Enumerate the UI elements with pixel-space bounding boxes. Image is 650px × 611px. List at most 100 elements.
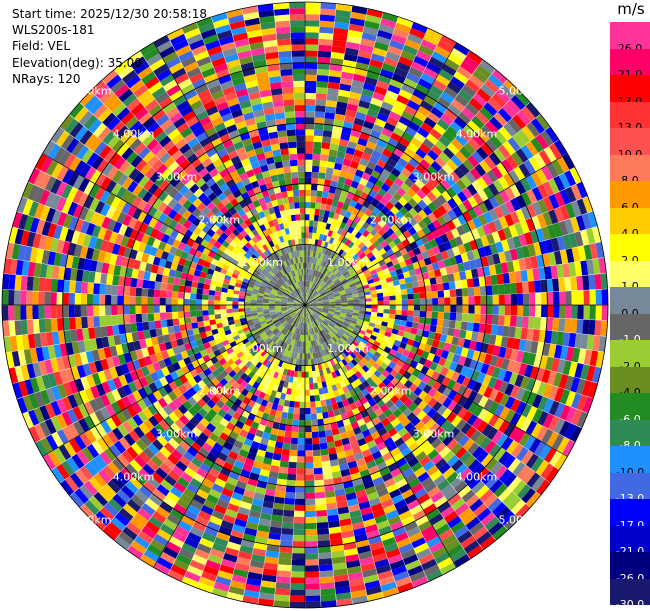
velocity-gate [87,305,93,316]
velocity-gate [315,480,325,487]
velocity-gate [522,282,529,294]
velocity-gate [491,325,498,335]
velocity-gate [468,296,474,305]
velocity-gate [313,227,318,234]
velocity-gate [305,135,314,141]
velocity-gate [276,582,291,589]
velocity-gate [311,190,317,197]
velocity-gate [462,313,469,322]
velocity-gate [414,293,421,299]
velocity-gate [292,559,305,565]
velocity-gate [316,87,327,94]
velocity-gate [166,312,173,319]
velocity-gate [320,588,335,595]
velocity-gate [456,289,463,297]
velocity-gate [14,290,20,305]
velocity-gate [220,305,226,309]
velocity-gate [227,293,234,298]
velocity-gate [123,305,129,314]
velocity-gate [365,298,371,302]
velocity-gate [456,313,463,321]
velocity-gate [147,305,153,313]
velocity-gate [50,292,56,305]
velocity-gate [309,377,313,383]
velocity-gate [250,302,256,305]
velocity-gate [384,305,390,309]
velocity-gate [26,291,33,305]
velocity-gate [407,288,414,294]
velocity-gate [178,292,185,299]
velocity-gate [294,511,305,517]
velocity-gate [305,420,311,426]
velocity-gate [238,308,244,312]
velocity-gate [534,317,541,329]
velocity-gate [117,296,123,306]
velocity-gate [293,420,300,427]
velocity-gate [432,291,439,298]
velocity-gate [294,401,300,408]
velocity-gate [313,377,318,384]
velocity-gate [275,491,285,498]
velocity-gate [559,291,565,304]
velocity-gate [443,320,450,328]
velocity-gate [444,305,450,312]
velocity-gate [305,505,316,511]
velocity-gate [413,287,420,293]
velocity-gate [313,444,321,451]
velocity-gate [9,274,16,289]
velocity-gate [516,282,523,293]
velocity-gate [529,305,535,317]
velocity-gate [559,305,565,318]
velocity-gate [553,292,559,305]
velocity-gate [321,148,330,155]
velocity-gate [444,312,451,320]
velocity-gate [321,406,327,413]
velocity-gate [203,284,210,290]
velocity-gate [570,277,577,291]
velocity-gate [314,462,323,469]
velocity-gate [57,292,63,305]
velocity-gate [437,283,444,291]
velocity-gate [148,321,155,330]
velocity-gate [99,316,106,327]
velocity-gate [319,558,333,565]
velocity-gate [184,299,190,305]
velocity-gate [33,319,40,333]
velocity-gate [322,461,331,468]
velocity-gate [413,316,420,322]
velocity-gate [184,293,191,300]
velocity-gate [320,443,328,450]
velocity-gate [283,510,294,517]
velocity-gate [38,292,44,306]
velocity-gate [412,322,419,329]
velocity-gate [154,305,160,313]
velocity-gate [321,455,330,462]
velocity-gate [26,305,33,319]
velocity-gate [311,420,318,427]
velocity-gate [305,426,312,432]
velocity-gate [431,284,438,291]
velocity-gate [81,294,87,305]
velocity-gate [232,309,238,313]
velocity-gate [178,312,185,319]
velocity-gate [316,197,322,204]
velocity-gate [323,473,333,480]
velocity-gate [305,396,310,402]
velocity-gate [444,290,451,298]
velocity-gate [310,389,315,395]
velocity-gate [414,311,421,317]
velocity-gate [558,278,565,292]
velocity-gate [289,450,297,457]
velocity-gate [400,284,407,290]
velocity-gate [305,81,316,87]
velocity-gate [196,305,202,311]
velocity-gate [305,257,308,263]
velocity-gate [284,400,290,407]
velocity-gate [305,468,314,474]
velocity-gate [589,290,596,305]
velocity-gate [305,378,309,384]
velocity-gate [105,284,112,295]
velocity-gate [305,50,318,56]
velocity-gate [426,292,433,299]
velocity-gate [402,300,408,305]
